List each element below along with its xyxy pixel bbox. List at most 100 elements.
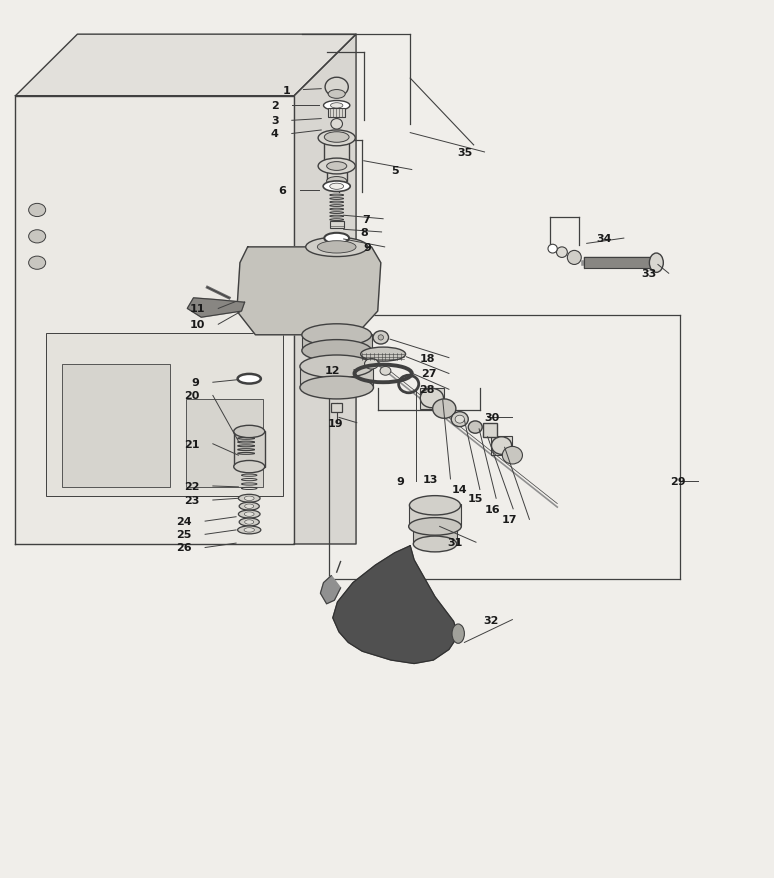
Text: 3: 3 [271, 116, 279, 126]
Text: 2: 2 [271, 101, 279, 112]
Ellipse shape [567, 251, 581, 265]
Text: 22: 22 [184, 481, 200, 492]
Ellipse shape [29, 257, 46, 270]
Bar [328, 109, 345, 118]
Bar [300, 365, 374, 388]
Text: 12: 12 [325, 365, 341, 376]
Ellipse shape [378, 335, 384, 341]
Text: 25: 25 [176, 529, 192, 540]
Ellipse shape [306, 238, 368, 257]
Ellipse shape [452, 624, 464, 644]
Text: 35: 35 [457, 148, 472, 158]
Ellipse shape [238, 511, 260, 518]
Ellipse shape [300, 356, 373, 378]
Ellipse shape [361, 348, 406, 362]
Ellipse shape [330, 104, 343, 109]
Bar [327, 166, 347, 182]
Text: 7: 7 [362, 214, 370, 225]
Text: 23: 23 [184, 495, 200, 506]
Bar [302, 335, 372, 351]
Bar [331, 404, 342, 413]
Ellipse shape [239, 502, 259, 510]
Ellipse shape [234, 426, 265, 438]
Text: 24: 24 [176, 516, 192, 527]
Ellipse shape [300, 377, 373, 399]
Text: 17: 17 [502, 515, 517, 525]
Text: 32: 32 [483, 615, 498, 625]
Ellipse shape [491, 437, 512, 455]
Text: 5: 5 [391, 165, 399, 176]
Ellipse shape [330, 184, 344, 191]
Text: 1: 1 [283, 85, 290, 96]
Ellipse shape [238, 375, 261, 385]
Ellipse shape [245, 497, 254, 500]
Text: 13: 13 [423, 474, 438, 485]
Ellipse shape [409, 496, 461, 515]
Ellipse shape [548, 245, 557, 254]
Ellipse shape [325, 78, 348, 97]
Ellipse shape [502, 447, 522, 464]
Bar [324, 138, 349, 167]
Bar [46, 334, 283, 496]
Ellipse shape [324, 102, 350, 112]
Ellipse shape [413, 536, 457, 552]
Text: 31: 31 [447, 537, 463, 548]
Ellipse shape [557, 248, 567, 258]
Text: 20: 20 [184, 391, 200, 401]
Text: 8: 8 [361, 227, 368, 238]
Text: 16: 16 [485, 504, 500, 515]
Ellipse shape [649, 254, 663, 273]
Ellipse shape [331, 119, 342, 130]
Text: 9: 9 [192, 378, 200, 388]
Ellipse shape [380, 367, 391, 376]
Text: 30: 30 [485, 413, 500, 423]
Ellipse shape [318, 159, 355, 175]
Ellipse shape [234, 461, 265, 473]
Ellipse shape [245, 513, 254, 516]
Ellipse shape [324, 133, 349, 143]
Text: 4: 4 [271, 129, 279, 140]
Bar [483, 423, 497, 437]
Polygon shape [237, 248, 381, 335]
Ellipse shape [317, 241, 356, 254]
Ellipse shape [468, 421, 482, 434]
Ellipse shape [327, 177, 347, 186]
Text: 18: 18 [420, 353, 435, 363]
Ellipse shape [29, 204, 46, 217]
Polygon shape [15, 97, 294, 544]
Ellipse shape [451, 413, 468, 427]
Ellipse shape [328, 90, 345, 99]
Ellipse shape [302, 324, 372, 346]
Ellipse shape [327, 162, 347, 171]
Polygon shape [294, 35, 356, 544]
Text: 26: 26 [176, 543, 192, 553]
Ellipse shape [302, 341, 372, 362]
Bar [409, 504, 461, 527]
Text: 15: 15 [467, 493, 483, 504]
Ellipse shape [433, 399, 456, 419]
Polygon shape [15, 35, 356, 97]
Polygon shape [320, 576, 341, 604]
Bar [420, 388, 444, 409]
Polygon shape [187, 299, 245, 318]
Ellipse shape [365, 359, 378, 370]
Text: 14: 14 [452, 485, 467, 495]
Text: 27: 27 [421, 369, 437, 379]
Ellipse shape [245, 504, 254, 509]
Ellipse shape [238, 495, 260, 502]
Text: 9: 9 [396, 476, 404, 486]
Text: 10: 10 [190, 320, 205, 330]
Bar [330, 222, 344, 229]
Ellipse shape [420, 389, 444, 408]
Ellipse shape [324, 234, 349, 244]
Ellipse shape [245, 520, 254, 524]
Ellipse shape [239, 518, 259, 526]
Text: 34: 34 [596, 234, 611, 244]
Ellipse shape [244, 529, 255, 532]
Bar [234, 432, 265, 467]
Text: 11: 11 [190, 304, 205, 314]
Polygon shape [584, 258, 656, 269]
Bar [413, 525, 457, 544]
Text: 29: 29 [670, 476, 686, 486]
Polygon shape [333, 546, 458, 664]
